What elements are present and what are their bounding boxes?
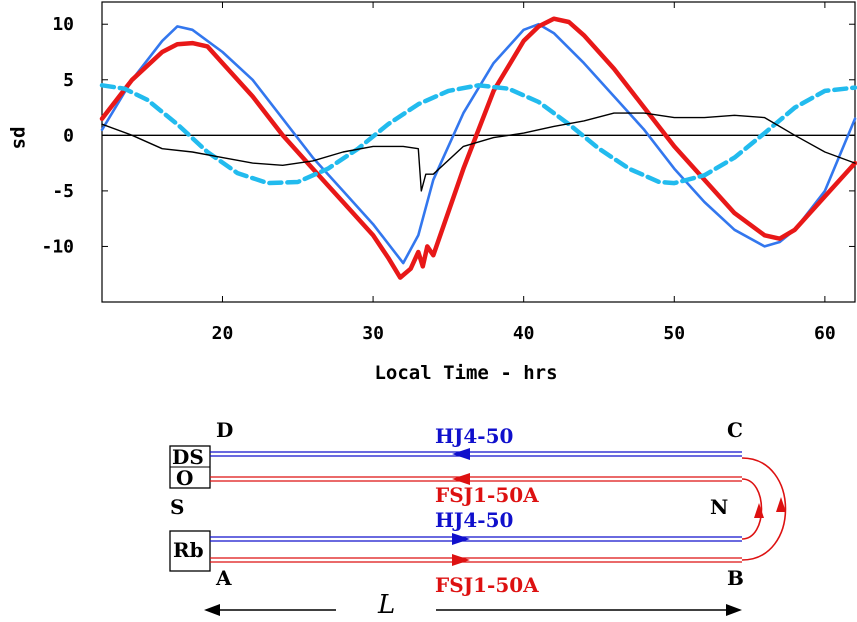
cable-diagram: DS O Rb D C S N A B HJ4-50 FSJ1-50A HJ <box>169 418 787 620</box>
red-inner-loop-arrow <box>754 503 764 518</box>
top-blue-arrow <box>452 448 470 460</box>
y-tick-label: -10 <box>41 236 74 257</box>
series-line-2 <box>99 83 857 186</box>
label-s: S <box>170 495 184 519</box>
series-line-3 <box>101 112 856 192</box>
rb-box <box>169 530 211 572</box>
y-tick-label: 5 <box>63 70 74 91</box>
ds-label: DS <box>172 445 204 469</box>
label-bottom-red-cable: FSJ1-50A <box>435 573 539 597</box>
top-red-arrow <box>452 473 470 485</box>
rb-label: Rb <box>173 538 204 562</box>
series-group <box>99 16 857 280</box>
red-outer-loop-arrow <box>776 497 786 512</box>
x-tick-label: 30 <box>362 323 384 344</box>
y-tick-label: 10 <box>52 14 74 35</box>
red-outer-loop <box>741 457 787 561</box>
label-d: D <box>216 418 233 442</box>
x-tick-label: 60 <box>814 323 836 344</box>
bottom-blue-arrow <box>452 533 470 545</box>
label-top-red-cable: FSJ1-50A <box>435 483 539 507</box>
x-tick-label: 20 <box>212 323 234 344</box>
label-top-blue-cable: HJ4-50 <box>435 424 513 448</box>
length-arrow-right-head <box>726 604 742 616</box>
label-b: B <box>727 566 744 590</box>
x-axis-title: Local Time - hrs <box>374 362 557 384</box>
y-tick-label: 0 <box>63 125 74 146</box>
series-line-0 <box>100 22 857 265</box>
label-length: L <box>377 590 395 620</box>
label-n: N <box>710 495 728 519</box>
x-tick-label: 40 <box>513 323 535 344</box>
series-line-1 <box>99 16 857 280</box>
bottom-red-arrow <box>452 554 470 566</box>
y-tick-label: -5 <box>52 181 74 202</box>
label-bottom-blue-cable: HJ4-50 <box>435 508 513 532</box>
red-inner-loop <box>741 478 763 540</box>
y-axis-title: ps <box>9 127 31 150</box>
label-c: C <box>727 418 743 442</box>
o-label: O <box>176 466 193 490</box>
x-tick-label: 50 <box>663 323 685 344</box>
plot-frame <box>101 1 856 303</box>
length-arrow-left-head <box>204 604 220 616</box>
label-a: A <box>215 566 232 590</box>
